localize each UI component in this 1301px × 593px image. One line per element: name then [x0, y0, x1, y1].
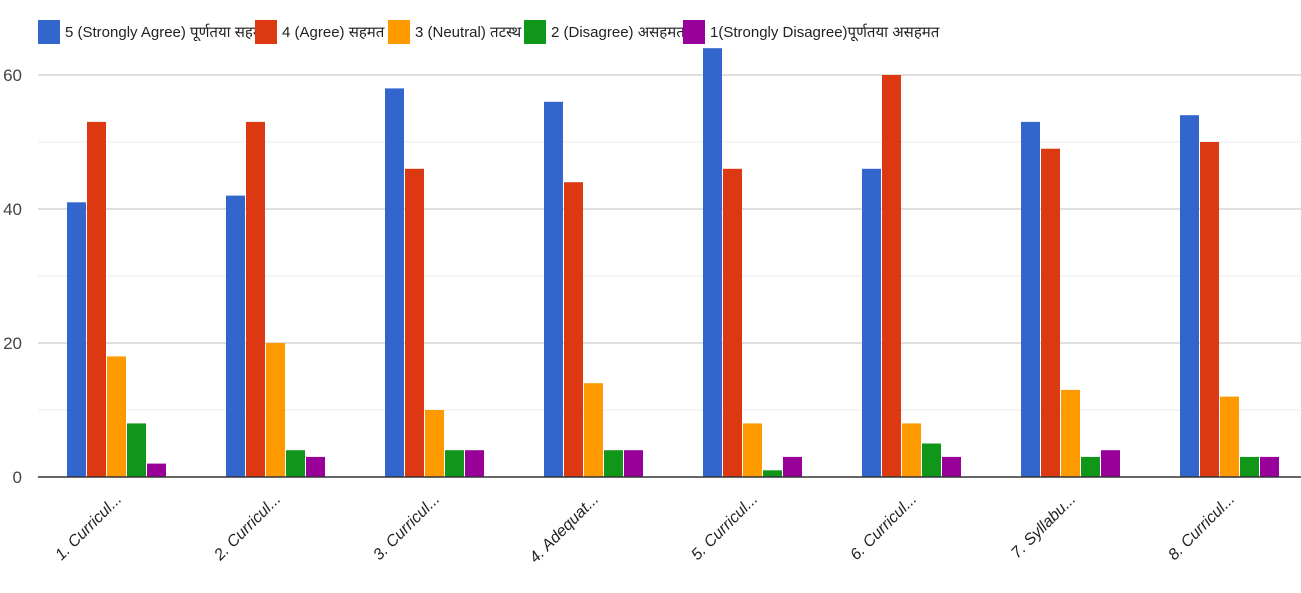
bar[interactable] — [127, 423, 146, 477]
bar[interactable] — [445, 450, 464, 477]
bar[interactable] — [87, 121, 106, 478]
legend-swatch — [524, 20, 546, 44]
bar[interactable] — [1200, 142, 1219, 477]
x-category-label: 8. Curricul... — [1165, 491, 1238, 564]
y-tick-label: 0 — [13, 468, 22, 487]
bar[interactable] — [1260, 456, 1279, 477]
bar[interactable] — [922, 443, 941, 478]
bar-group — [1021, 121, 1120, 478]
bar[interactable] — [147, 463, 166, 477]
legend-label: 3 (Neutral) तटस्थ — [415, 24, 522, 41]
bar-group — [67, 121, 166, 478]
bar[interactable] — [286, 450, 305, 477]
bar[interactable] — [405, 168, 424, 478]
legend-label: 1(Strongly Disagree)पूर्णतया असहमत — [710, 23, 940, 42]
legend: 5 (Strongly Agree) पूर्णतया सहमत 4 (Agree… — [38, 20, 940, 44]
bar[interactable] — [942, 456, 961, 477]
bar-group — [226, 121, 325, 478]
legend-label: 4 (Agree) सहमत — [282, 24, 385, 41]
bar[interactable] — [425, 410, 444, 477]
legend-swatch — [38, 20, 60, 44]
bar[interactable] — [584, 383, 603, 477]
x-category-label: 2. Curricul... — [211, 491, 285, 565]
y-axis-ticks: 0 20 40 60 — [3, 66, 22, 487]
bar[interactable] — [1180, 115, 1199, 477]
bar[interactable] — [624, 450, 643, 477]
bar[interactable] — [902, 423, 921, 477]
y-tick-label: 20 — [3, 334, 22, 353]
bar[interactable] — [1101, 450, 1120, 477]
bar[interactable] — [306, 456, 325, 477]
bars — [67, 48, 1279, 478]
bar-group — [862, 75, 961, 478]
bar[interactable] — [266, 343, 285, 477]
x-category-label: 1. Curricul... — [52, 491, 125, 564]
x-category-label: 5. Curricul... — [688, 491, 761, 564]
legend-swatch — [683, 20, 705, 44]
x-category-label: 7. Syllabu... — [1008, 491, 1079, 562]
x-category-label: 4. Adequat... — [527, 491, 603, 567]
legend-item[interactable]: 1(Strongly Disagree)पूर्णतया असहमत — [683, 20, 940, 44]
bar[interactable] — [465, 450, 484, 477]
bar[interactable] — [723, 168, 742, 478]
bar[interactable] — [1240, 456, 1259, 477]
bar[interactable] — [226, 195, 245, 477]
bar-group — [385, 88, 484, 478]
legend-swatch — [388, 20, 410, 44]
bar[interactable] — [544, 101, 563, 478]
legend-label: 2 (Disagree) असहमत — [551, 24, 685, 41]
bar[interactable] — [882, 75, 901, 477]
legend-item[interactable]: 2 (Disagree) असहमत — [524, 20, 685, 44]
bar[interactable] — [1081, 456, 1100, 477]
bar[interactable] — [703, 48, 722, 477]
bar[interactable] — [1041, 148, 1060, 477]
legend-label: 5 (Strongly Agree) पूर्णतया सहमत — [65, 23, 271, 42]
legend-item[interactable]: 4 (Agree) सहमत — [255, 20, 385, 44]
bar[interactable] — [1021, 121, 1040, 478]
y-tick-label: 40 — [3, 200, 22, 219]
legend-swatch — [255, 20, 277, 44]
bar[interactable] — [783, 456, 802, 477]
bar[interactable] — [564, 182, 583, 477]
bar[interactable] — [246, 121, 265, 478]
x-axis-labels: 1. Curricul... 2. Curricul... 3. Curricul.… — [52, 491, 1238, 567]
x-category-label: 6. Curricul... — [847, 491, 920, 564]
bar[interactable] — [107, 356, 126, 477]
x-category-label: 3. Curricul... — [370, 491, 443, 564]
y-tick-label: 60 — [3, 66, 22, 85]
bar[interactable] — [743, 423, 762, 477]
bar-group — [544, 101, 643, 478]
bar[interactable] — [67, 202, 86, 478]
bar[interactable] — [763, 470, 782, 477]
bar[interactable] — [604, 450, 623, 477]
bar[interactable] — [862, 168, 881, 478]
bar[interactable] — [1061, 389, 1080, 477]
legend-item[interactable]: 3 (Neutral) तटस्थ — [388, 20, 522, 44]
bar[interactable] — [1220, 396, 1239, 477]
legend-item[interactable]: 5 (Strongly Agree) पूर्णतया सहमत — [38, 20, 271, 44]
bar-group — [1180, 115, 1279, 477]
bar-group — [703, 48, 802, 478]
bar[interactable] — [385, 88, 404, 478]
